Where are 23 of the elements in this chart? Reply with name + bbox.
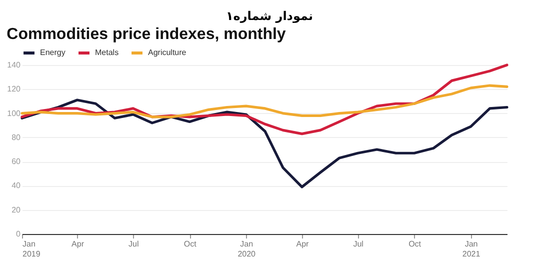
y-tick-label: 120 (7, 84, 22, 94)
x-tick-label: Apr (296, 240, 310, 248)
x-tick-label: Jan 2019 (22, 240, 41, 258)
x-tick-label: Jan 2021 (462, 240, 481, 258)
line-series (20, 84, 508, 118)
x-tick-label: Apr (72, 240, 84, 248)
x-tick-label: Jan 2020 (238, 240, 256, 258)
chart-title: Commodities price indexes, monthly (6, 26, 286, 43)
x-tick-label: Oct (408, 240, 422, 248)
y-tick-label: 80 (12, 132, 22, 142)
legend-label: Metals (95, 48, 119, 57)
y-tick-label: 20 (12, 205, 22, 214)
x-tick-label: Oct (184, 240, 198, 248)
y-tick-label: 100 (7, 108, 22, 118)
y-tick-label: 60 (12, 157, 22, 166)
y-tick-label: 40 (12, 181, 22, 190)
y-tick-label: 0 (16, 230, 22, 238)
x-tick-label: Jul (353, 240, 364, 248)
legend-label: Energy (40, 48, 66, 57)
legend-label: Agriculture (148, 48, 187, 57)
chart-subtitle: نمودار شماره۱ (224, 8, 314, 25)
x-tick-label: Jul (128, 240, 139, 248)
y-tick-label: 140 (7, 60, 22, 70)
